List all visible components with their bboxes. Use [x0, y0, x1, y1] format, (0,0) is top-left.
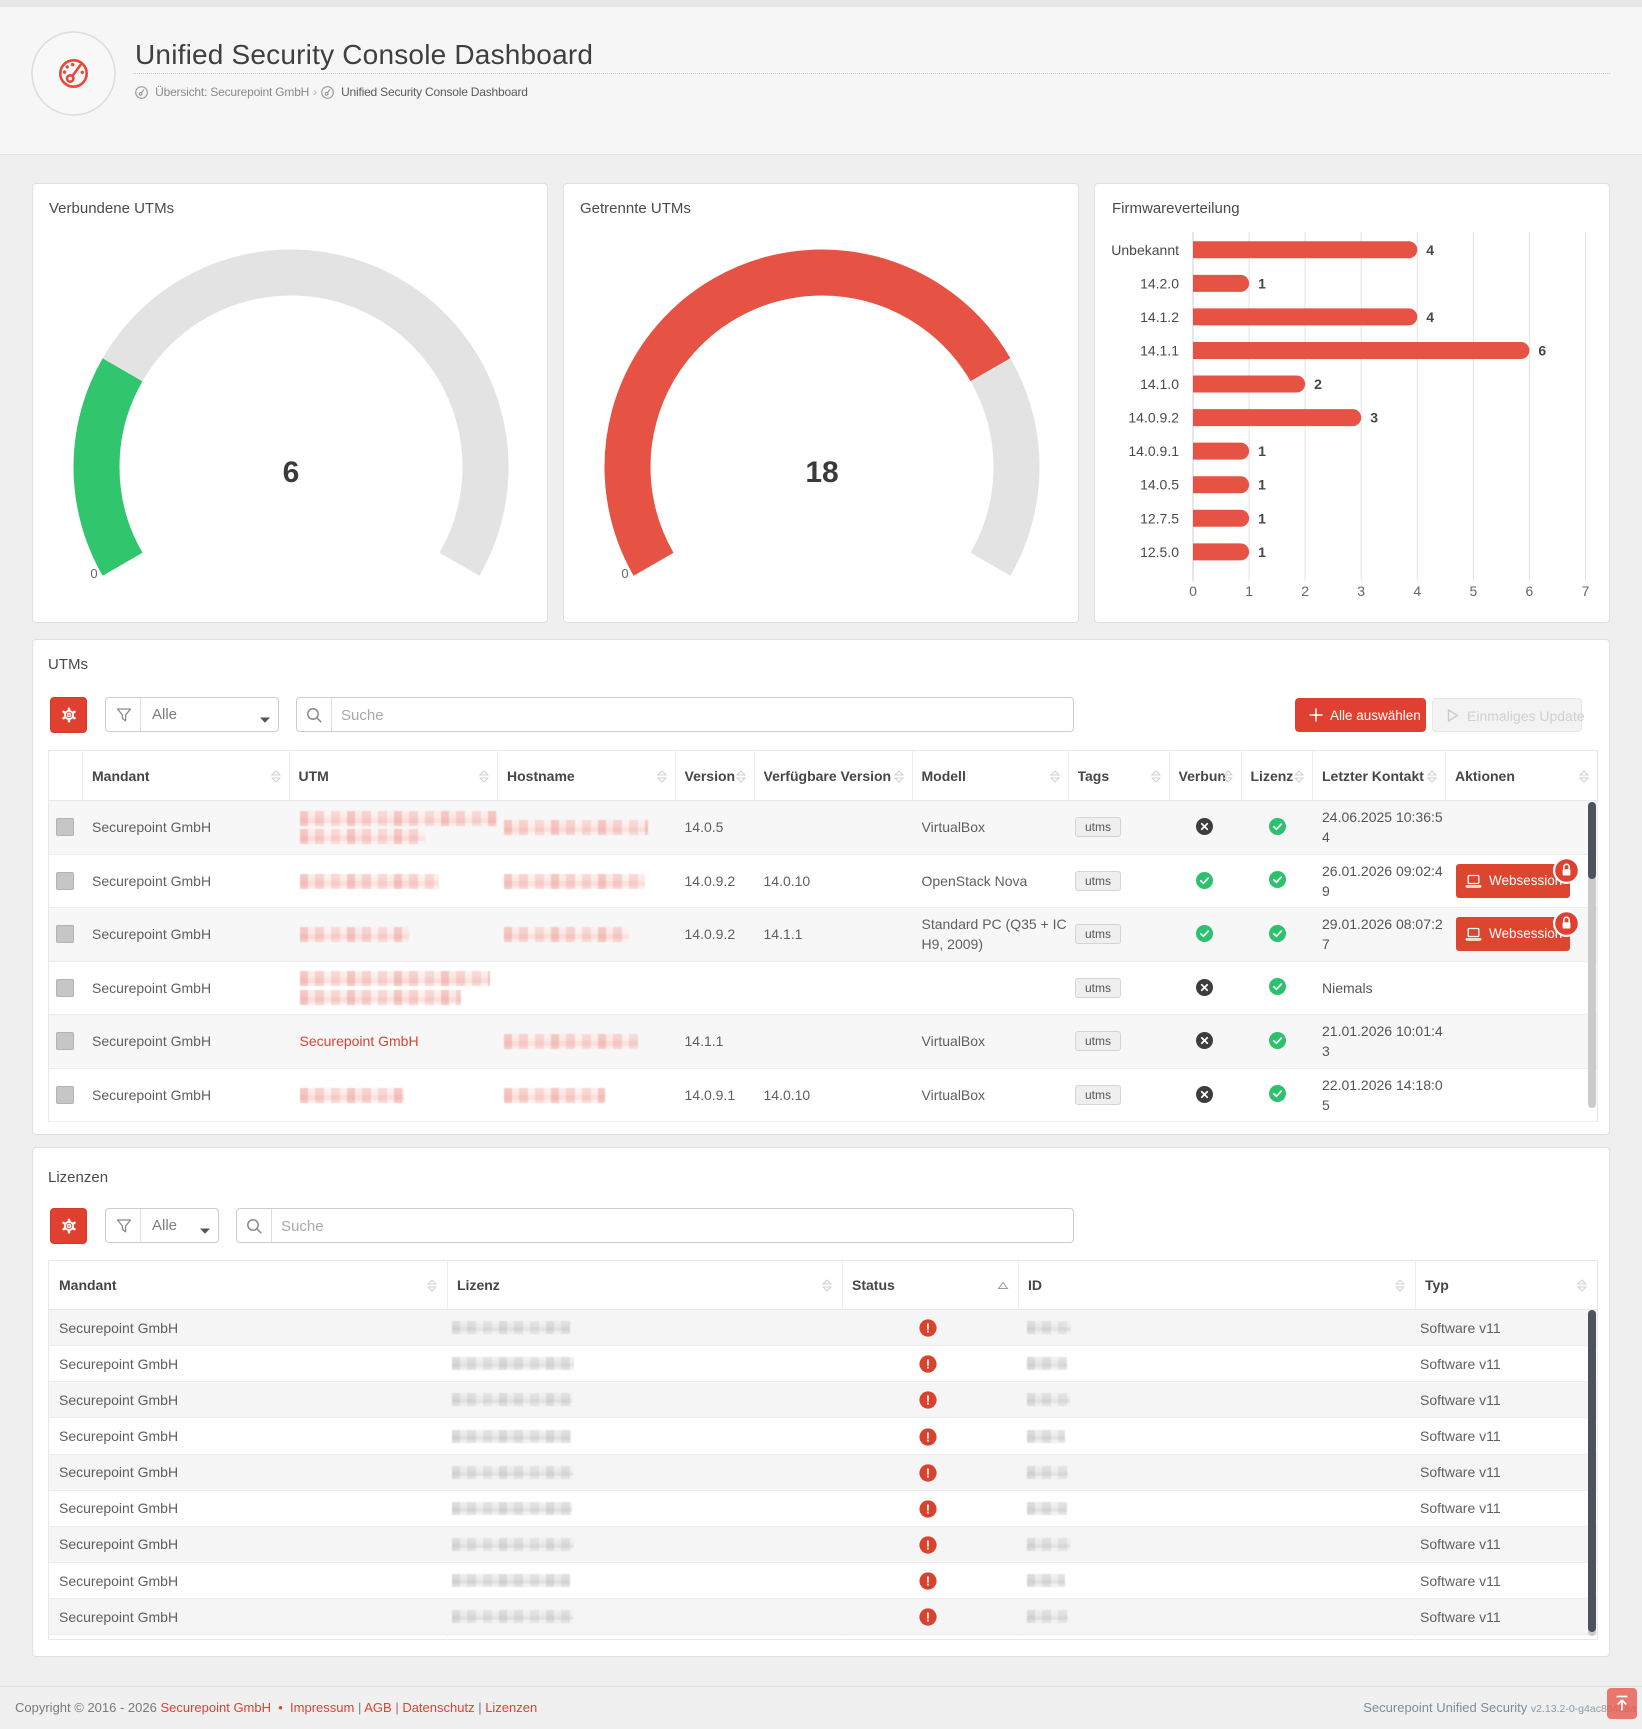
svg-text:3: 3: [1357, 583, 1365, 599]
svg-text:!: !: [926, 1430, 930, 1444]
svg-text:14.1.1: 14.1.1: [1140, 342, 1179, 358]
svg-text:0: 0: [90, 566, 97, 581]
svg-text:4: 4: [1413, 583, 1421, 599]
svg-text:1: 1: [1258, 443, 1266, 459]
svg-text:!: !: [926, 1321, 930, 1335]
svg-text:5: 5: [1470, 583, 1478, 599]
svg-text:!: !: [926, 1394, 930, 1408]
svg-text:1: 1: [1258, 510, 1266, 526]
svg-text:12.7.5: 12.7.5: [1140, 510, 1179, 526]
svg-text:0: 0: [1189, 583, 1197, 599]
svg-text:1: 1: [1258, 477, 1266, 493]
svg-text:14.1.2: 14.1.2: [1140, 309, 1179, 325]
svg-text:6: 6: [1526, 583, 1534, 599]
svg-text:2: 2: [1314, 376, 1322, 392]
svg-text:14.2.0: 14.2.0: [1140, 275, 1179, 291]
svg-text:!: !: [926, 1611, 930, 1625]
svg-text:6: 6: [283, 456, 300, 489]
svg-text:1: 1: [1245, 583, 1253, 599]
svg-text:14.0.5: 14.0.5: [1140, 477, 1179, 493]
svg-text:3: 3: [1370, 410, 1378, 426]
svg-text:12.5.0: 12.5.0: [1140, 544, 1179, 560]
svg-text:!: !: [926, 1502, 930, 1516]
svg-text:1: 1: [1258, 275, 1266, 291]
svg-text:4: 4: [1426, 242, 1434, 258]
svg-text:14.0.9.1: 14.0.9.1: [1128, 443, 1179, 459]
svg-text:!: !: [926, 1466, 930, 1480]
svg-text:Unbekannt: Unbekannt: [1111, 242, 1179, 258]
svg-text:!: !: [926, 1358, 930, 1372]
svg-text:1: 1: [1258, 544, 1266, 560]
svg-text:14.0.9.2: 14.0.9.2: [1128, 410, 1179, 426]
svg-text:6: 6: [1538, 342, 1546, 358]
svg-text:18: 18: [805, 456, 838, 489]
svg-text:7: 7: [1582, 583, 1590, 599]
svg-text:!: !: [926, 1574, 930, 1588]
svg-text:14.1.0: 14.1.0: [1140, 376, 1179, 392]
svg-text:2: 2: [1301, 583, 1309, 599]
svg-text:0: 0: [621, 566, 628, 581]
svg-text:4: 4: [1426, 309, 1434, 325]
svg-text:!: !: [926, 1538, 930, 1552]
